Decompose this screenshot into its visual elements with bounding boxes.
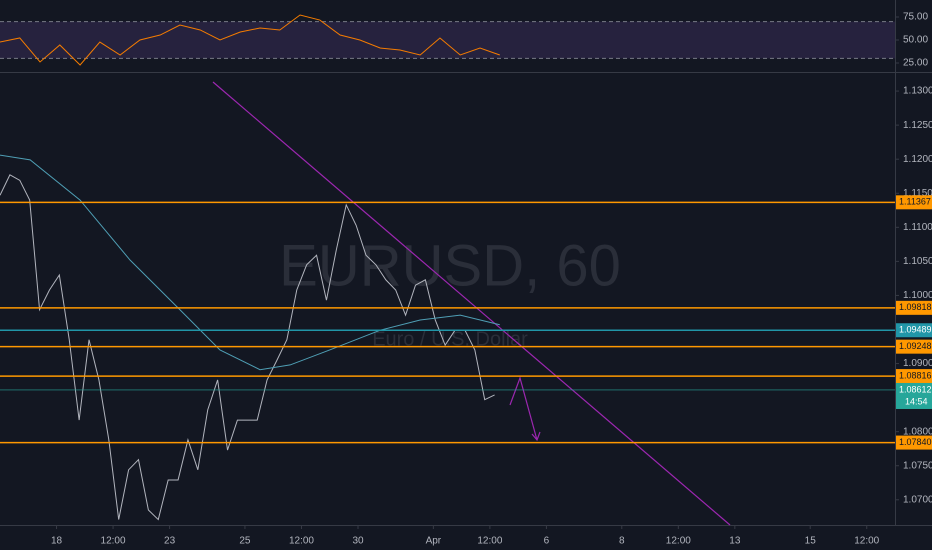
price-label-box <box>896 195 932 210</box>
countdown-label: 14:54 <box>905 396 928 406</box>
price-label: 1.09248 <box>899 341 932 351</box>
last-price-label: 1.08612 <box>899 384 932 394</box>
x-tick-label: 12:00 <box>854 536 879 547</box>
y-tick-label: 1.10000 <box>903 290 932 301</box>
watermark-title: EURUSD, 60 <box>279 233 621 298</box>
x-tick-label: 30 <box>352 536 364 547</box>
price-line <box>0 174 495 521</box>
x-tick-label: 12:00 <box>289 536 314 547</box>
y-tick-label: 1.10500 <box>903 256 932 267</box>
price-label: 1.09818 <box>899 302 932 312</box>
y-tick-label: 1.07000 <box>903 494 932 505</box>
x-tick-label: 23 <box>164 536 176 547</box>
y-tick-label: 1.09000 <box>903 358 932 369</box>
rsi-tick-label: 50.00 <box>903 35 928 46</box>
price-label-box <box>896 435 932 450</box>
y-tick-label: 1.07500 <box>903 460 932 471</box>
price-label-box <box>896 300 932 315</box>
y-tick-label: 1.08000 <box>903 426 932 437</box>
rsi-line <box>0 14 500 66</box>
price-label: 1.07840 <box>899 437 932 447</box>
x-tick-label: 15 <box>805 536 817 547</box>
watermark-subtitle: Euro / U.S. Dollar <box>372 328 528 350</box>
trend-line <box>212 81 731 526</box>
y-tick-label: 1.11000 <box>903 222 932 233</box>
last-price-box <box>896 382 932 409</box>
x-tick-label: 12:00 <box>477 536 502 547</box>
x-tick-label: 12:00 <box>101 536 126 547</box>
price-line <box>0 154 500 371</box>
price-label-box <box>896 369 932 384</box>
forecast-arrow <box>509 376 538 441</box>
x-tick-label: 13 <box>729 536 741 547</box>
x-tick-label: Apr <box>426 536 442 547</box>
price-label: 1.09489 <box>899 325 932 335</box>
price-label-box <box>896 323 932 338</box>
x-tick-label: 8 <box>619 536 625 547</box>
y-tick-label: 1.11500 <box>903 188 932 199</box>
price-label: 1.11367 <box>899 197 931 207</box>
y-tick-label: 1.12000 <box>903 154 932 165</box>
x-tick-label: 25 <box>239 536 251 547</box>
y-tick-label: 1.13000 <box>903 86 932 97</box>
rsi-band <box>0 21 895 59</box>
price-label-box <box>896 339 932 354</box>
rsi-tick-label: 25.00 <box>903 58 928 69</box>
arrow-head <box>531 431 541 442</box>
price-label: 1.08816 <box>899 370 932 380</box>
x-tick-label: 18 <box>51 536 63 547</box>
x-tick-label: 12:00 <box>666 536 691 547</box>
y-tick-label: 1.12500 <box>903 120 932 131</box>
rsi-tick-label: 75.00 <box>903 12 928 23</box>
x-tick-label: 6 <box>544 536 550 547</box>
